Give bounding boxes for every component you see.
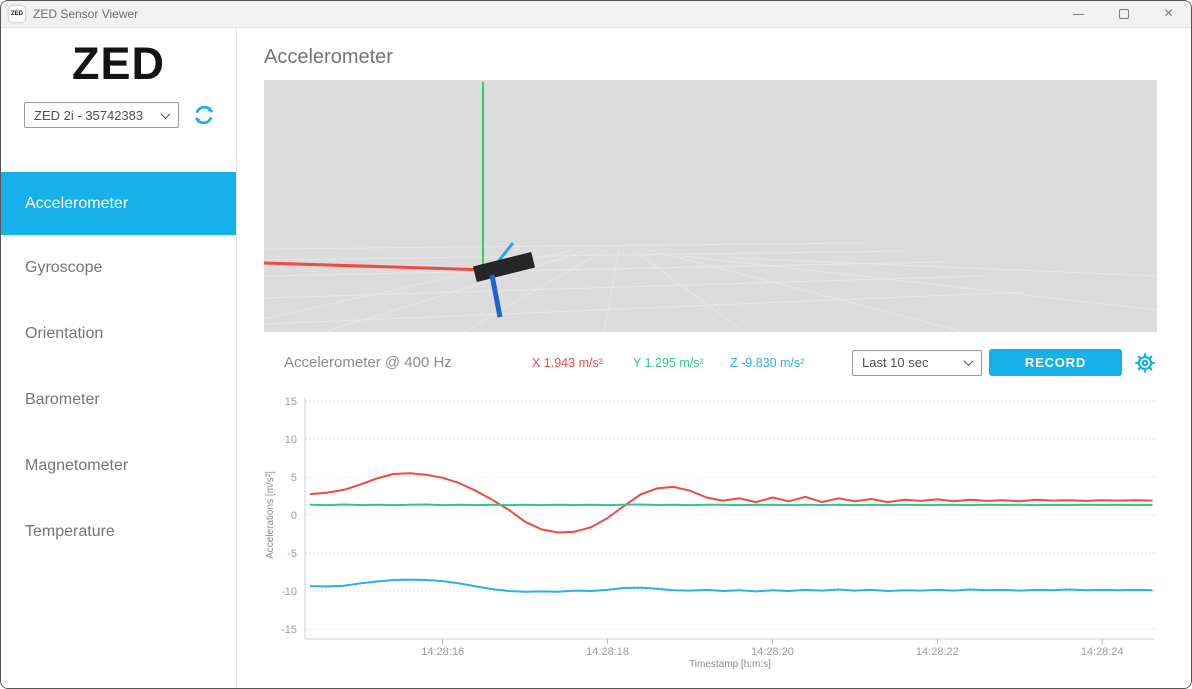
sidebar: ZED ZED 2i - 35742383 Accelerometer [1, 28, 237, 688]
settings-button[interactable] [1133, 351, 1157, 375]
close-button[interactable]: × [1146, 1, 1191, 27]
record-button[interactable]: RECORD [989, 349, 1122, 376]
svg-text:15: 15 [285, 396, 297, 408]
sidebar-item-accelerometer[interactable]: Accelerometer [1, 172, 236, 235]
chart-title: Accelerometer @ 400 Hz [284, 354, 452, 371]
chart-toolbar: Accelerometer @ 400 Hz X 1.943 m/s² Y 1.… [264, 332, 1157, 393]
sidebar-item-label: Accelerometer [25, 194, 129, 212]
sidebar-item-label: Magnetometer [25, 457, 129, 474]
chevron-down-icon [160, 108, 171, 119]
3d-sensor-view[interactable] [203, 80, 1158, 333]
sidebar-item-barometer[interactable]: Barometer [1, 367, 236, 433]
sensor-menu: Accelerometer Gyroscope Orientation Baro… [1, 172, 236, 565]
sidebar-item-label: Orientation [25, 325, 104, 342]
svg-text:14:28:24: 14:28:24 [1081, 646, 1124, 658]
accel-x-value: X 1.943 m/s² [532, 355, 603, 370]
svg-text:Accelerations [m/s²]: Accelerations [m/s²] [265, 471, 276, 559]
svg-text:14:28:22: 14:28:22 [916, 646, 959, 658]
svg-text:14:28:20: 14:28:20 [751, 646, 794, 658]
sidebar-item-magnetometer[interactable]: Magnetometer [1, 433, 236, 499]
refresh-icon [195, 105, 213, 125]
sidebar-item-label: Temperature [25, 523, 115, 540]
accel-y-value: Y 1.295 m/s² [633, 355, 704, 370]
svg-text:-15: -15 [281, 624, 297, 636]
accelerometer-chart: 15 10 5 0 -5 -10 -15 14:28:16 14:28:18 14:28:20 14… [264, 393, 1157, 671]
svg-text:-10: -10 [281, 586, 297, 598]
svg-text:5: 5 [291, 472, 297, 484]
title-bar: ZED ZED Sensor Viewer × [1, 1, 1191, 28]
svg-text:Timestamp [h:m:s]: Timestamp [h:m:s] [689, 659, 771, 670]
refresh-devices-button[interactable] [192, 103, 216, 127]
app-icon: ZED [9, 6, 25, 22]
window-title: ZED Sensor Viewer [33, 7, 139, 21]
close-icon: × [1163, 5, 1174, 22]
page-title: Accelerometer [264, 46, 393, 68]
sidebar-item-temperature[interactable]: Temperature [1, 499, 236, 565]
svg-text:14:28:18: 14:28:18 [586, 646, 629, 658]
device-select-value: ZED 2i - 35742383 [34, 107, 144, 123]
svg-text:10: 10 [285, 434, 297, 446]
minimize-button[interactable] [1056, 1, 1101, 27]
window-controls: × [1056, 1, 1191, 27]
main-panel: Accelerometer Accelerometer @ 400 Hz X 1… [203, 28, 1191, 688]
device-select[interactable]: ZED 2i - 35742383 [24, 102, 179, 128]
maximize-button[interactable] [1101, 1, 1146, 27]
gear-icon [1135, 352, 1155, 373]
chevron-down-icon [963, 356, 974, 367]
svg-text:-5: -5 [287, 548, 297, 560]
accel-z-value: Z -9.830 m/s² [730, 355, 805, 370]
zed-logo: ZED [72, 38, 165, 89]
sidebar-item-label: Barometer [25, 391, 100, 408]
sidebar-item-gyroscope[interactable]: Gyroscope [1, 235, 236, 301]
svg-text:0: 0 [291, 510, 297, 522]
svg-text:14:28:16: 14:28:16 [421, 646, 464, 658]
time-range-select[interactable]: Last 10 sec [852, 349, 982, 376]
minimize-icon [1073, 13, 1084, 15]
sidebar-item-orientation[interactable]: Orientation [1, 301, 236, 367]
time-range-value: Last 10 sec [862, 355, 929, 370]
sidebar-item-label: Gyroscope [25, 259, 103, 276]
maximize-icon [1118, 9, 1129, 19]
